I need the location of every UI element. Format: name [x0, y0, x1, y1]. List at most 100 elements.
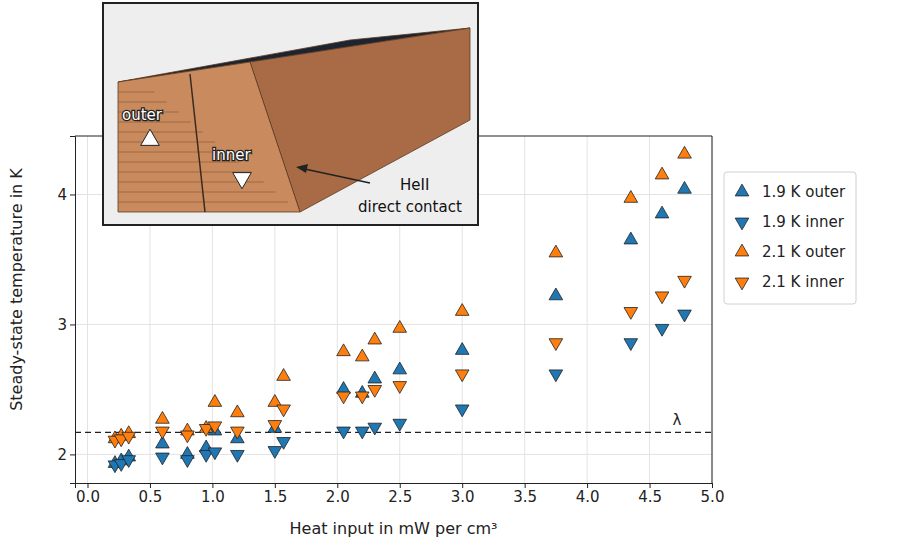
- tick-mark: [70, 324, 75, 325]
- tick: 3.5: [513, 483, 537, 506]
- inset-marker: [233, 173, 252, 189]
- tick-label: 3.0: [451, 488, 475, 506]
- inset-label: inner: [212, 146, 251, 164]
- point: [277, 405, 291, 417]
- point: [208, 448, 222, 460]
- tick-label: 0.0: [76, 488, 100, 506]
- point: [355, 427, 369, 439]
- point: [231, 450, 245, 462]
- tick: 4.5: [638, 483, 662, 506]
- point: [156, 453, 170, 465]
- tick-label: 4.0: [576, 488, 600, 506]
- tick: 5.0: [701, 483, 725, 506]
- tick: 3.0: [451, 483, 475, 506]
- inset-stripe: [118, 192, 276, 193]
- tick: 4.0: [576, 483, 600, 506]
- axis-line: [70, 137, 76, 484]
- point: [122, 432, 136, 444]
- point: [678, 310, 692, 322]
- point: [393, 362, 407, 374]
- inset-arrow-head: [296, 164, 308, 173]
- point: [208, 422, 222, 434]
- legend-marker: [735, 184, 749, 196]
- tick: 2.0: [326, 483, 350, 506]
- point: [122, 456, 136, 468]
- tick: 3: [57, 316, 75, 334]
- tick-label: 2.0: [326, 488, 350, 506]
- legend-marker: [735, 244, 749, 256]
- x-axis-title: Heat input in mW per cm³: [290, 519, 498, 538]
- grid-line: [587, 136, 588, 483]
- point: [549, 245, 563, 257]
- inset-frame: [103, 3, 478, 225]
- point: [393, 382, 407, 394]
- legend-marker: [735, 278, 749, 290]
- inset-stripe: [118, 172, 251, 173]
- point: [268, 421, 282, 433]
- point: [268, 447, 282, 459]
- point: [624, 191, 638, 203]
- point: [455, 343, 469, 355]
- point: [231, 405, 245, 417]
- reference-line: [75, 432, 712, 433]
- point: [337, 427, 351, 439]
- tick-label: 4: [57, 186, 67, 204]
- point: [549, 288, 563, 300]
- point: [268, 395, 282, 407]
- y-axis-title: Steady-state temperature in K: [7, 168, 26, 411]
- point: [355, 392, 369, 404]
- point: [549, 339, 563, 351]
- point: [655, 167, 669, 179]
- inset-stripe: [118, 132, 203, 133]
- point: [655, 206, 669, 218]
- point: [624, 339, 638, 351]
- tick-mark: [70, 454, 75, 455]
- tick-mark: [70, 194, 75, 195]
- point: [181, 431, 195, 443]
- point: [678, 181, 692, 193]
- point: [678, 276, 692, 288]
- point: [393, 419, 407, 431]
- point: [455, 304, 469, 316]
- tick-label: 4.5: [638, 488, 662, 506]
- point: [549, 370, 563, 382]
- grid-line: [75, 324, 712, 325]
- inset: outerinnerHeIIdirect contact: [103, 3, 478, 225]
- tick: 0.0: [76, 483, 100, 506]
- point: [277, 369, 291, 381]
- inset-stripe: [118, 102, 167, 103]
- inset-label: HeII: [400, 176, 429, 194]
- grid-line: [87, 136, 88, 483]
- point: [368, 423, 382, 435]
- tick-label: 2: [57, 446, 67, 464]
- grid-line: [75, 454, 712, 455]
- point: [678, 146, 692, 158]
- point: [455, 405, 469, 417]
- point: [624, 232, 638, 244]
- series: [108, 276, 691, 448]
- series: [108, 310, 691, 473]
- x-axis: 0.00.51.01.52.02.53.03.54.04.55.0: [76, 483, 725, 506]
- point: [368, 332, 382, 344]
- inset-stripe: [118, 152, 227, 153]
- chart: 0.00.51.01.52.02.53.03.54.04.55.0234Heat…: [0, 0, 908, 546]
- tick-label: 3.5: [513, 488, 537, 506]
- inset-seam: [190, 74, 205, 212]
- inset-stripe: [118, 142, 215, 143]
- point: [231, 427, 245, 439]
- tick: 2: [57, 446, 75, 464]
- point: [268, 421, 282, 433]
- point: [655, 292, 669, 304]
- tick-label: 3: [57, 316, 67, 334]
- inset-stripe: [118, 202, 288, 203]
- tick: 4: [57, 186, 75, 204]
- tick-label: 1.5: [263, 488, 287, 506]
- point: [337, 344, 351, 356]
- frame: [712, 136, 713, 483]
- reference-label: λ: [673, 411, 682, 429]
- inset-front-face: [118, 62, 300, 212]
- legend: 1.9 K outer1.9 K inner2.1 K outer2.1 K i…: [724, 172, 856, 304]
- legend-label: 1.9 K inner: [762, 213, 845, 231]
- point: [368, 371, 382, 383]
- tick: 2.5: [388, 483, 412, 506]
